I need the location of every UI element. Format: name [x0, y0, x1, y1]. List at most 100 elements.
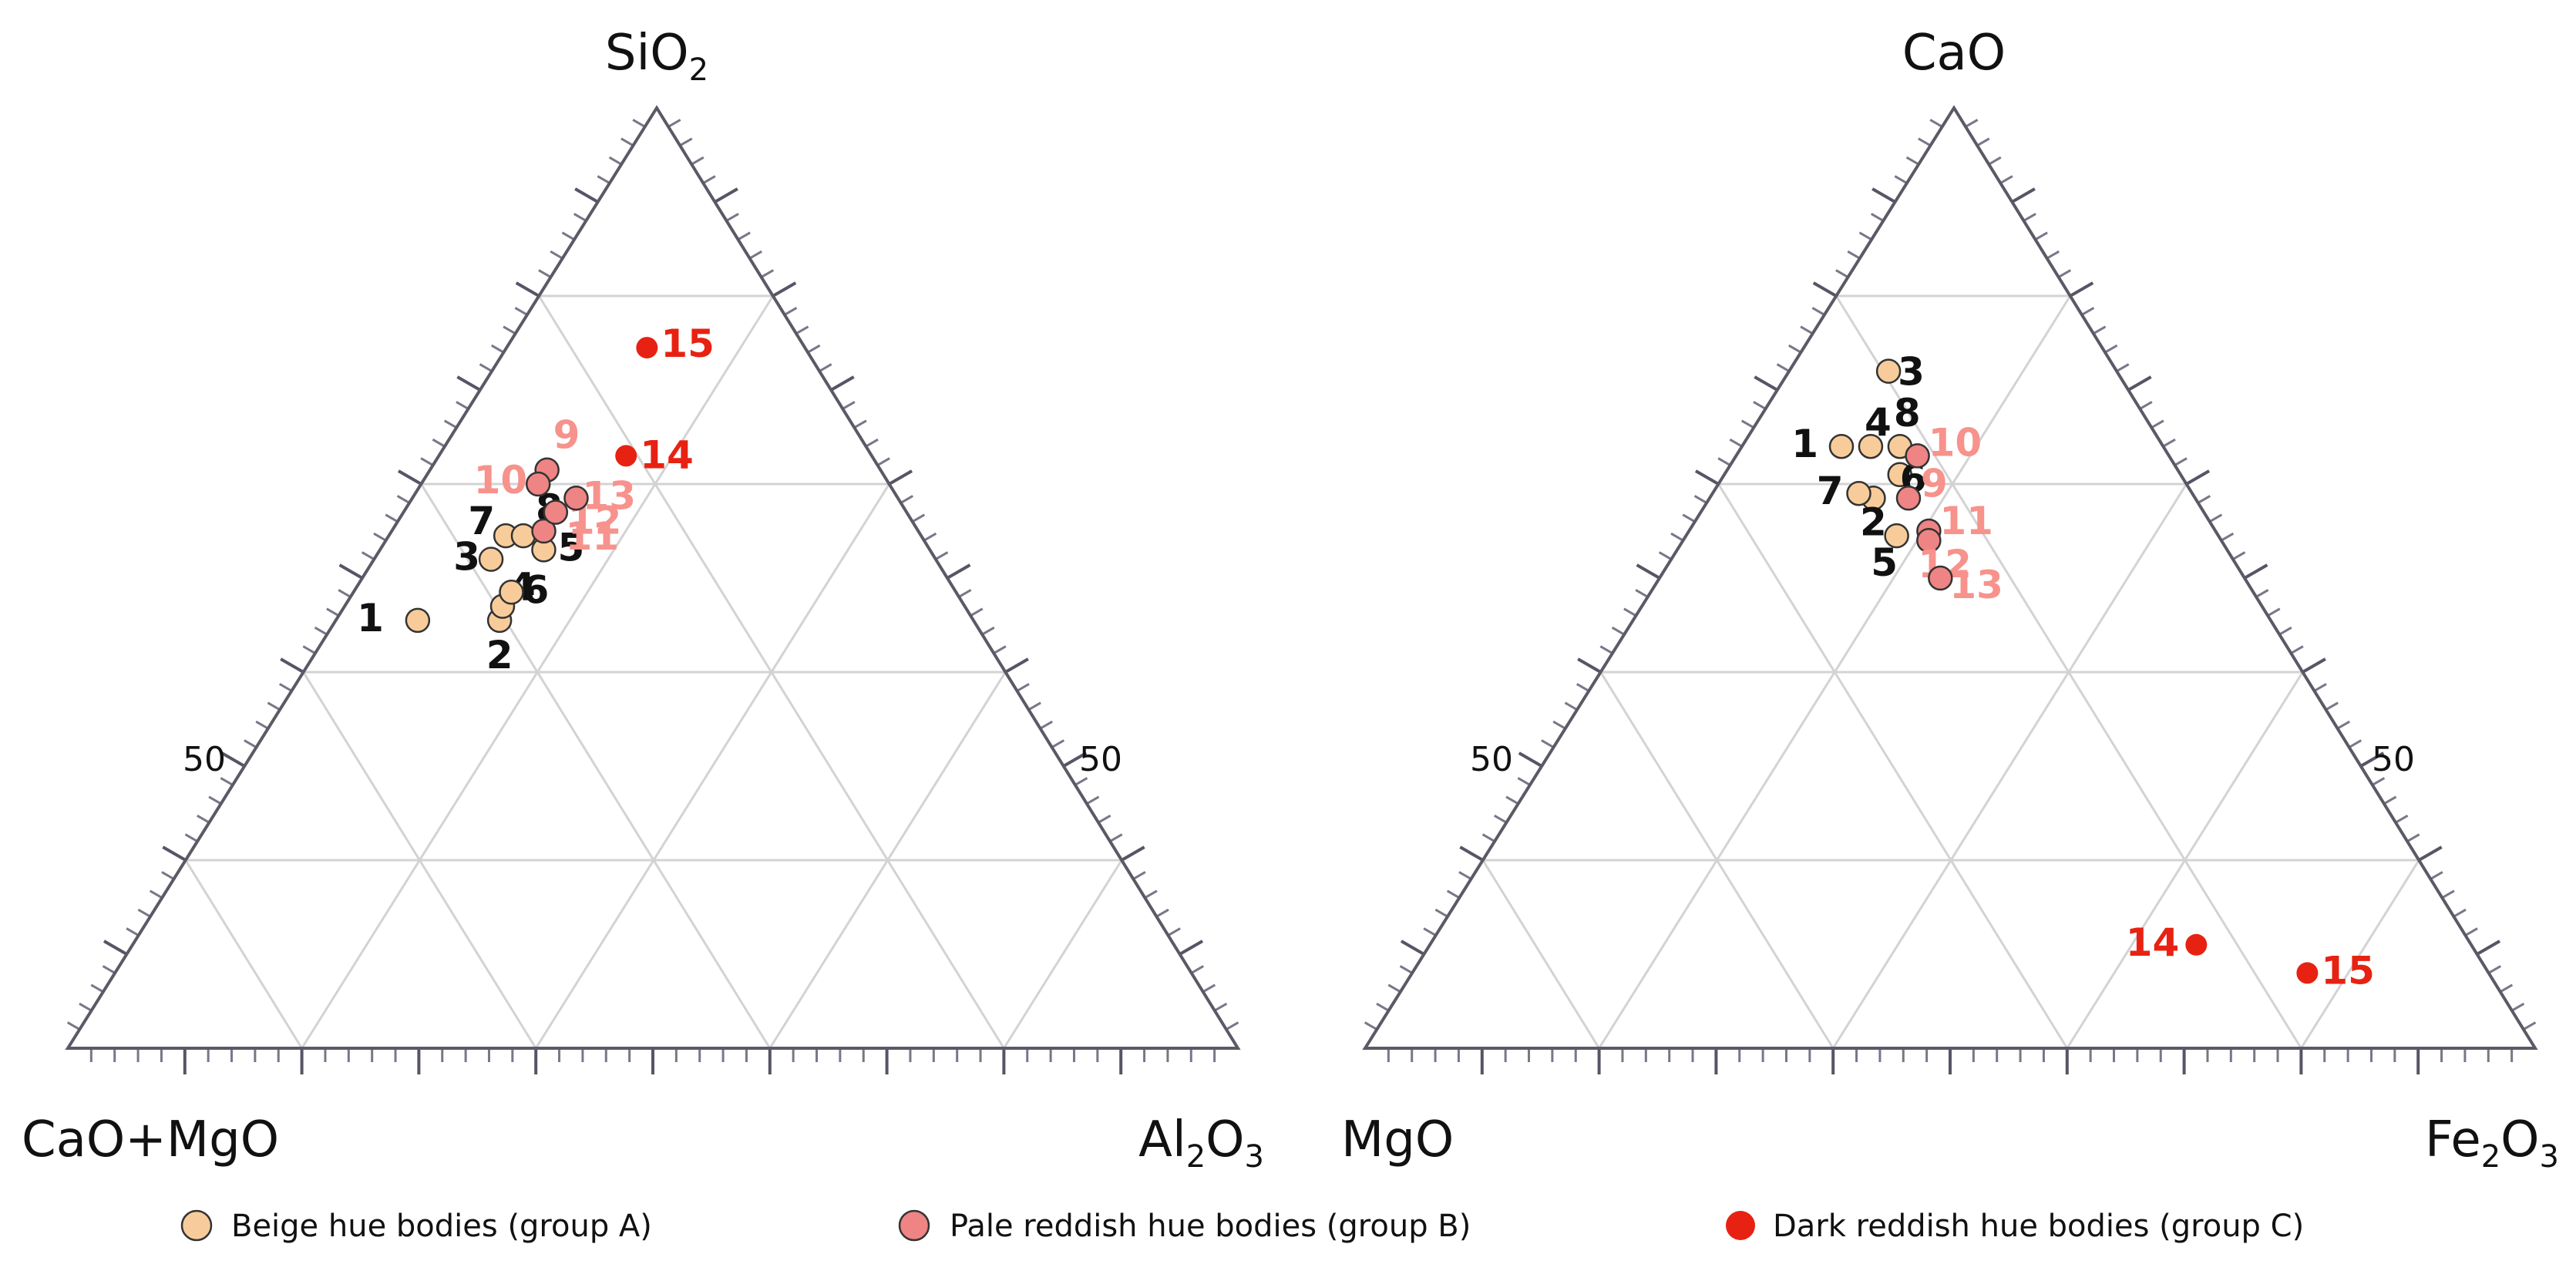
minor-tick — [161, 871, 175, 880]
minor-tick — [1635, 589, 1649, 598]
grid-line — [1834, 295, 2302, 1049]
minor-tick — [79, 1002, 92, 1012]
minor-tick — [632, 119, 646, 128]
data-point-label-14: 14 — [2126, 920, 2180, 965]
major-tick — [2185, 469, 2211, 486]
data-point-label-13: 13 — [582, 473, 636, 518]
minor-tick — [981, 626, 995, 636]
minor-tick — [1481, 833, 1495, 842]
data-point-14 — [615, 445, 637, 467]
minor-tick — [795, 325, 809, 335]
grid-line — [184, 859, 303, 1049]
data-point-label-5: 5 — [557, 525, 584, 570]
minor-tick — [912, 513, 926, 523]
data-point-8 — [510, 523, 536, 549]
minor-tick — [149, 889, 163, 899]
data-point-15 — [2296, 962, 2319, 984]
grid-line — [1481, 859, 1600, 1049]
minor-tick — [2023, 213, 2036, 222]
data-point-label-1: 1 — [1791, 422, 1818, 466]
minor-tick — [725, 213, 739, 222]
minor-tick — [1505, 795, 1519, 805]
minor-tick — [90, 983, 104, 994]
major-tick — [888, 469, 913, 486]
minor-tick — [1776, 363, 1790, 372]
data-point-label-13: 13 — [1949, 563, 2003, 607]
data-point-label-9: 9 — [553, 413, 580, 458]
minor-tick — [900, 495, 914, 504]
minor-tick — [819, 363, 832, 372]
data-point-label-7: 7 — [1817, 469, 1844, 513]
minor-tick — [102, 965, 116, 974]
minor-tick — [748, 250, 762, 260]
data-point-13 — [1928, 565, 1953, 591]
minor-tick — [479, 363, 493, 372]
major-tick — [1577, 657, 1602, 674]
minor-tick — [420, 457, 434, 466]
minor-tick — [396, 495, 410, 504]
minor-tick — [1399, 965, 1413, 974]
major-tick — [103, 940, 128, 956]
minor-tick — [760, 269, 775, 278]
major-tick — [772, 281, 797, 298]
grid-lines — [184, 294, 1123, 1049]
data-point-label-14: 14 — [640, 432, 694, 477]
data-point-7 — [1846, 480, 1871, 506]
minor-tick — [1074, 777, 1088, 786]
minor-tick — [865, 438, 879, 448]
grid-line — [1003, 859, 1123, 1049]
minor-tick — [784, 307, 798, 316]
data-point-label-8: 8 — [1894, 391, 1921, 435]
data-point-5 — [1884, 523, 1909, 549]
data-point-6 — [1887, 462, 1912, 488]
major-tick — [2476, 940, 2501, 956]
minor-tick — [1988, 156, 2002, 166]
minor-tick — [1155, 908, 1169, 918]
minor-tick — [2406, 833, 2420, 842]
grid-line — [534, 483, 890, 1049]
minor-tick — [2441, 889, 2455, 899]
legend-label-group-c: Dark reddish hue bodies (group C) — [1773, 1209, 2304, 1244]
major-tick — [1518, 751, 1543, 768]
major-tick — [2243, 563, 2268, 580]
minor-tick — [1109, 833, 1123, 842]
minor-tick — [2523, 1021, 2537, 1031]
minor-tick — [1800, 325, 1814, 335]
minor-tick — [208, 795, 222, 805]
minor-tick — [1541, 739, 1555, 748]
vertex-right-label: Al2O3 — [1138, 1111, 1264, 1175]
vertex-top-label: SiO2 — [605, 25, 708, 88]
minor-tick — [137, 908, 151, 918]
minor-tick — [2430, 871, 2443, 880]
vertex-right-label: Fe2O3 — [2425, 1111, 2559, 1175]
data-point-label-4: 4 — [1865, 400, 1892, 445]
minor-tick — [1552, 720, 1566, 730]
minor-tick — [244, 739, 257, 748]
grid-line — [1831, 483, 2188, 1049]
vertex-left-label: CaO+MgO — [22, 1111, 279, 1168]
minor-tick — [2325, 701, 2339, 711]
left-edge-50-label: 50 — [1470, 740, 1513, 779]
data-point-label-2: 2 — [486, 633, 513, 677]
major-tick — [830, 375, 855, 392]
minor-tick — [2383, 795, 2397, 805]
minor-tick — [958, 589, 972, 598]
legend-marker-group-a — [180, 1209, 213, 1242]
minor-tick — [807, 344, 821, 354]
data-point-label-10: 10 — [474, 458, 528, 503]
legend-label-group-b: Pale reddish hue bodies (group B) — [950, 1209, 1471, 1244]
minor-tick — [1016, 683, 1030, 692]
minor-tick — [1202, 983, 1216, 994]
data-point-label-6: 6 — [522, 567, 549, 612]
minor-tick — [2104, 344, 2118, 354]
grid-line — [2300, 859, 2420, 1049]
minor-tick — [302, 645, 316, 654]
minor-tick — [2139, 401, 2153, 410]
minor-tick — [853, 419, 867, 429]
minor-tick — [1929, 119, 1943, 128]
minor-tick — [561, 231, 575, 241]
minor-tick — [597, 175, 610, 184]
data-point-label-2: 2 — [1860, 499, 1887, 544]
